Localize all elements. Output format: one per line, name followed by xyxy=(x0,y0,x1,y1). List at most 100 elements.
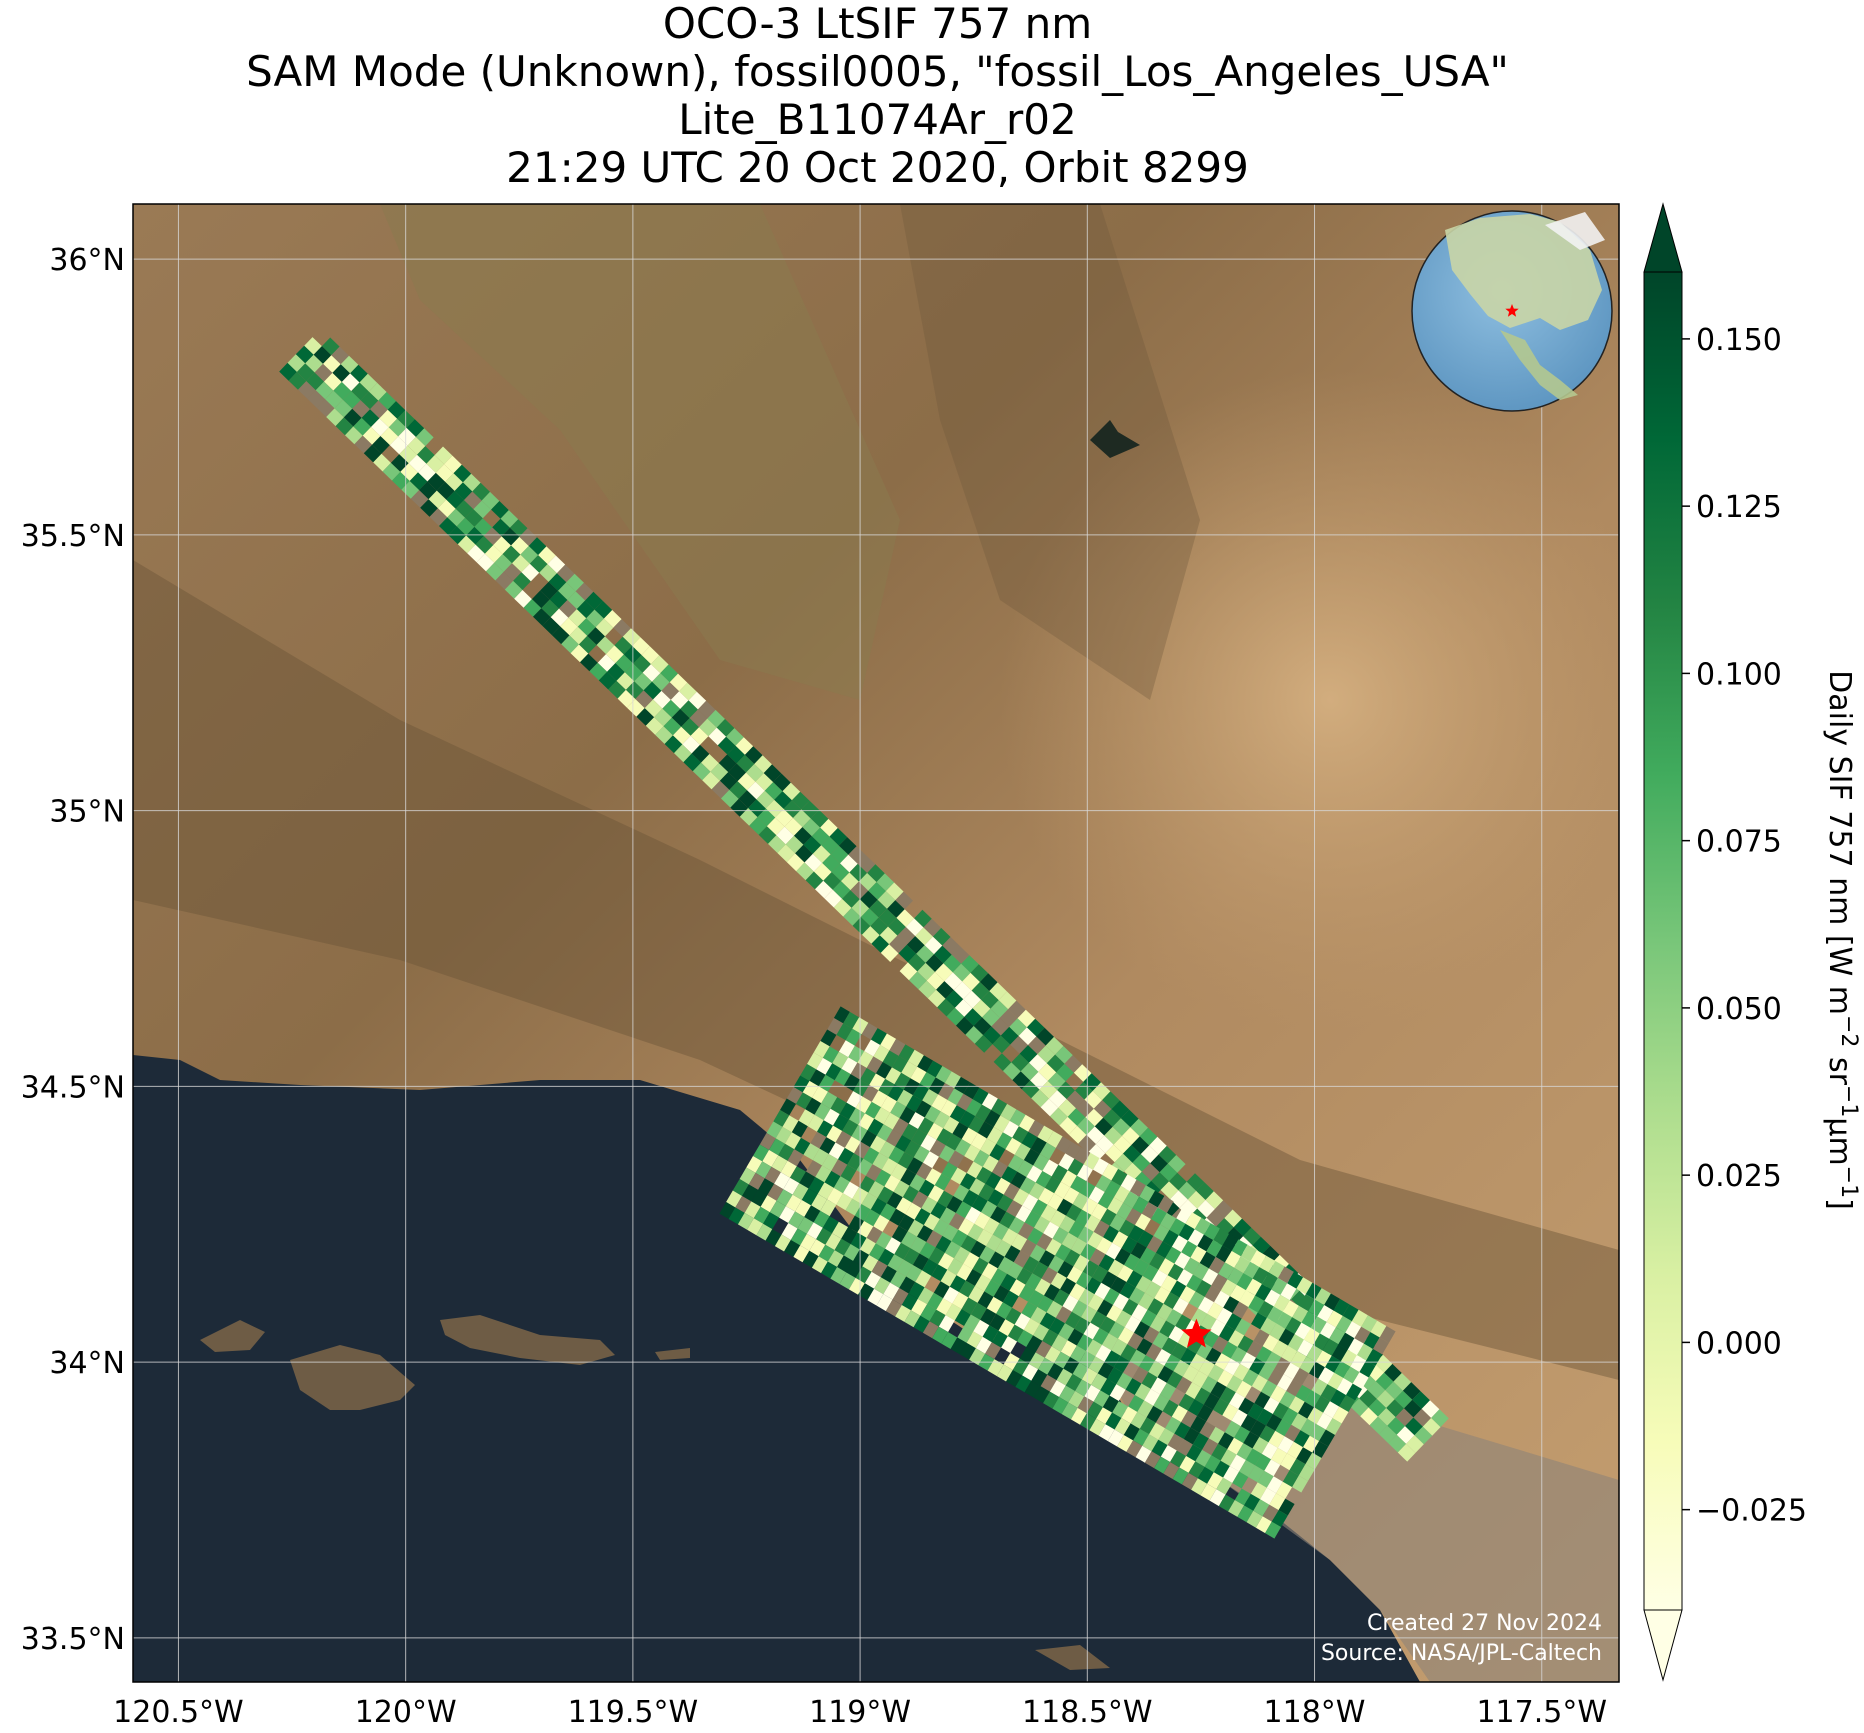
lat-tick-label: 35.5°N xyxy=(21,519,125,554)
sif-cell xyxy=(1123,1145,1141,1163)
sif-cell xyxy=(333,382,352,400)
sif-cell xyxy=(1039,1142,1056,1160)
sif-cell xyxy=(926,972,945,990)
sif-cell xyxy=(1305,1452,1322,1470)
sif-cell xyxy=(870,1028,887,1045)
sif-cell xyxy=(965,1269,982,1286)
sif-cell xyxy=(800,1233,817,1251)
sif-cell xyxy=(806,1160,822,1177)
sif-cell xyxy=(899,962,918,981)
sif-cell xyxy=(962,1189,979,1207)
sif-cell xyxy=(701,754,719,772)
sif-cell xyxy=(1126,1440,1143,1458)
sif-cell xyxy=(453,464,472,483)
sif-cell xyxy=(1003,1062,1021,1081)
sif-cell xyxy=(978,1183,995,1201)
sif-cell xyxy=(1002,1228,1018,1246)
sif-cell xyxy=(1224,1250,1241,1268)
sif-cell xyxy=(556,564,575,583)
sif-cell xyxy=(950,1167,967,1185)
sif-cell xyxy=(845,1198,862,1216)
sif-cell xyxy=(1120,1174,1137,1192)
sif-cell xyxy=(1179,1286,1196,1303)
sif-cell xyxy=(1203,1393,1220,1410)
sif-cell xyxy=(1325,1355,1341,1373)
sif-cell xyxy=(987,1189,1004,1207)
sif-cell xyxy=(843,1244,860,1261)
sif-cell xyxy=(559,600,577,618)
sif-cell xyxy=(1181,1472,1198,1490)
sif-cell xyxy=(683,753,702,772)
sif-cell xyxy=(493,536,511,555)
sif-cell xyxy=(974,1035,993,1053)
sif-cell xyxy=(1269,1493,1286,1511)
sif-cell xyxy=(1266,1476,1283,1494)
sif-cell xyxy=(1114,1418,1131,1435)
sif-cell xyxy=(807,1052,823,1070)
sif-cell xyxy=(1307,1407,1324,1425)
sif-cell xyxy=(359,373,378,392)
sif-cell xyxy=(926,1230,943,1248)
sif-cell xyxy=(672,726,691,745)
sif-cell xyxy=(774,1234,791,1252)
sif-cell xyxy=(1027,1227,1044,1245)
sif-cell xyxy=(1171,1405,1188,1423)
sif-cell xyxy=(830,1097,847,1115)
sif-cell xyxy=(956,1263,973,1281)
sif-cell xyxy=(1188,1461,1205,1479)
sif-cell xyxy=(1145,1281,1161,1299)
sif-cell xyxy=(1094,1117,1113,1136)
sif-cell xyxy=(519,528,537,546)
sif-cell xyxy=(1112,1118,1131,1136)
sif-cell xyxy=(735,1196,752,1213)
sif-cell xyxy=(1299,1356,1316,1374)
sif-cell xyxy=(848,1277,865,1295)
sif-cell xyxy=(887,900,905,918)
sif-cell xyxy=(924,936,943,955)
sif-cell xyxy=(1260,1317,1277,1335)
sif-cell xyxy=(1007,1324,1024,1342)
sif-cell xyxy=(1146,1405,1163,1423)
sif-cell xyxy=(817,1120,833,1138)
sif-cell xyxy=(985,1342,1002,1360)
sif-cell xyxy=(345,426,363,445)
sif-cell xyxy=(1067,1158,1084,1176)
sif-cell xyxy=(1338,1332,1355,1350)
sif-cell xyxy=(1404,1399,1422,1418)
colorbar-tick-label: 0.150 xyxy=(1696,323,1782,358)
sif-cell xyxy=(865,1164,882,1182)
sif-cell xyxy=(1297,1339,1314,1357)
sif-cell xyxy=(1037,1045,1056,1064)
sif-cell xyxy=(767,1183,784,1201)
sif-cell xyxy=(1406,1435,1424,1453)
sif-cell xyxy=(1022,1194,1039,1211)
sif-cell xyxy=(1123,1191,1140,1209)
sif-cell xyxy=(1281,1345,1298,1363)
sif-cell xyxy=(901,1231,917,1249)
sif-cell xyxy=(1087,1231,1103,1249)
sif-cell xyxy=(1140,1247,1156,1265)
sif-cell xyxy=(928,1247,945,1265)
sif-cell xyxy=(1183,1257,1200,1275)
sif-cell xyxy=(991,1017,1010,1036)
sif-cell xyxy=(1289,1458,1306,1476)
sif-cell xyxy=(979,1246,996,1263)
lon-tick-label: 118°W xyxy=(1264,1695,1366,1730)
sif-cell xyxy=(1377,1408,1396,1426)
sif-cell xyxy=(1372,1337,1389,1355)
sif-cell xyxy=(889,1208,906,1226)
sif-cell xyxy=(936,1128,953,1146)
sif-cell xyxy=(1073,1254,1090,1272)
sif-cell xyxy=(1092,1265,1108,1283)
sif-cell xyxy=(353,417,371,436)
sif-cell xyxy=(1119,1282,1136,1299)
sif-cell xyxy=(969,1178,986,1196)
sif-cell xyxy=(1268,1430,1285,1448)
sif-cell xyxy=(966,1331,983,1349)
sif-cell xyxy=(822,1216,839,1234)
sif-cell xyxy=(596,636,615,655)
sif-cell xyxy=(936,1298,953,1316)
sif-cell xyxy=(779,1206,796,1223)
sif-cell xyxy=(834,1238,851,1256)
sif-cell xyxy=(1151,1269,1168,1287)
